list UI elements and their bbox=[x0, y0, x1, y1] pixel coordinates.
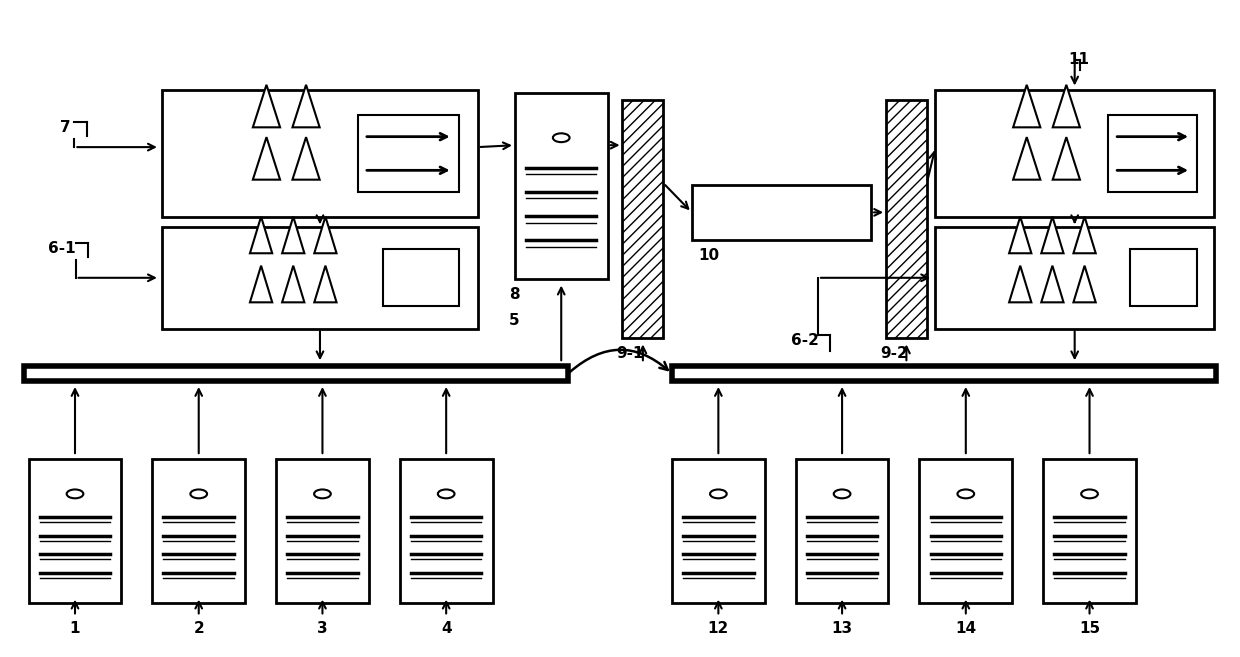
Text: 5: 5 bbox=[508, 313, 520, 328]
Polygon shape bbox=[1053, 85, 1080, 127]
Bar bbox=[692, 185, 872, 240]
Text: 12: 12 bbox=[708, 621, 729, 636]
Polygon shape bbox=[253, 137, 280, 179]
Text: 2: 2 bbox=[193, 621, 205, 636]
Text: 13: 13 bbox=[832, 621, 853, 636]
Bar bbox=[383, 250, 459, 306]
Text: 4: 4 bbox=[441, 621, 451, 636]
Polygon shape bbox=[1053, 137, 1080, 179]
Bar bbox=[672, 459, 765, 603]
Text: 3: 3 bbox=[317, 621, 327, 636]
Text: 6-2: 6-2 bbox=[791, 333, 818, 348]
Bar bbox=[153, 459, 246, 603]
Text: 9-1: 9-1 bbox=[616, 346, 644, 361]
Text: 10: 10 bbox=[698, 248, 719, 263]
Bar bbox=[887, 99, 926, 338]
Polygon shape bbox=[1074, 265, 1096, 302]
Bar bbox=[919, 459, 1012, 603]
Polygon shape bbox=[314, 217, 336, 253]
Polygon shape bbox=[1074, 217, 1096, 253]
Text: 9-2: 9-2 bbox=[880, 346, 908, 361]
Polygon shape bbox=[250, 217, 273, 253]
Polygon shape bbox=[293, 85, 320, 127]
Bar bbox=[887, 99, 926, 338]
Text: 11: 11 bbox=[1068, 51, 1089, 66]
Bar bbox=[622, 99, 663, 338]
Bar bbox=[622, 99, 663, 338]
Text: 7: 7 bbox=[60, 120, 71, 135]
Polygon shape bbox=[1009, 265, 1032, 302]
FancyArrowPatch shape bbox=[570, 350, 668, 372]
Bar bbox=[399, 459, 492, 603]
Bar bbox=[162, 227, 477, 328]
Polygon shape bbox=[253, 85, 280, 127]
Bar bbox=[358, 115, 459, 192]
Bar bbox=[935, 90, 1214, 217]
Polygon shape bbox=[250, 265, 273, 302]
Text: 8: 8 bbox=[508, 287, 520, 302]
Text: 14: 14 bbox=[955, 621, 976, 636]
Bar bbox=[24, 367, 568, 381]
Bar bbox=[1131, 250, 1197, 306]
Polygon shape bbox=[1042, 217, 1064, 253]
Polygon shape bbox=[1042, 265, 1064, 302]
Polygon shape bbox=[293, 137, 320, 179]
Bar bbox=[1109, 115, 1197, 192]
Text: 6-1: 6-1 bbox=[48, 241, 76, 256]
Polygon shape bbox=[1013, 85, 1040, 127]
Bar bbox=[672, 367, 1216, 381]
Bar bbox=[277, 459, 368, 603]
Bar bbox=[515, 93, 608, 279]
Text: 15: 15 bbox=[1079, 621, 1100, 636]
Bar bbox=[796, 459, 889, 603]
Polygon shape bbox=[1009, 217, 1032, 253]
Polygon shape bbox=[283, 265, 304, 302]
Bar bbox=[29, 459, 122, 603]
Text: 1: 1 bbox=[69, 621, 81, 636]
Polygon shape bbox=[1013, 137, 1040, 179]
Polygon shape bbox=[283, 217, 304, 253]
Polygon shape bbox=[314, 265, 336, 302]
Bar bbox=[162, 90, 477, 217]
Bar bbox=[1043, 459, 1136, 603]
Bar bbox=[935, 227, 1214, 328]
